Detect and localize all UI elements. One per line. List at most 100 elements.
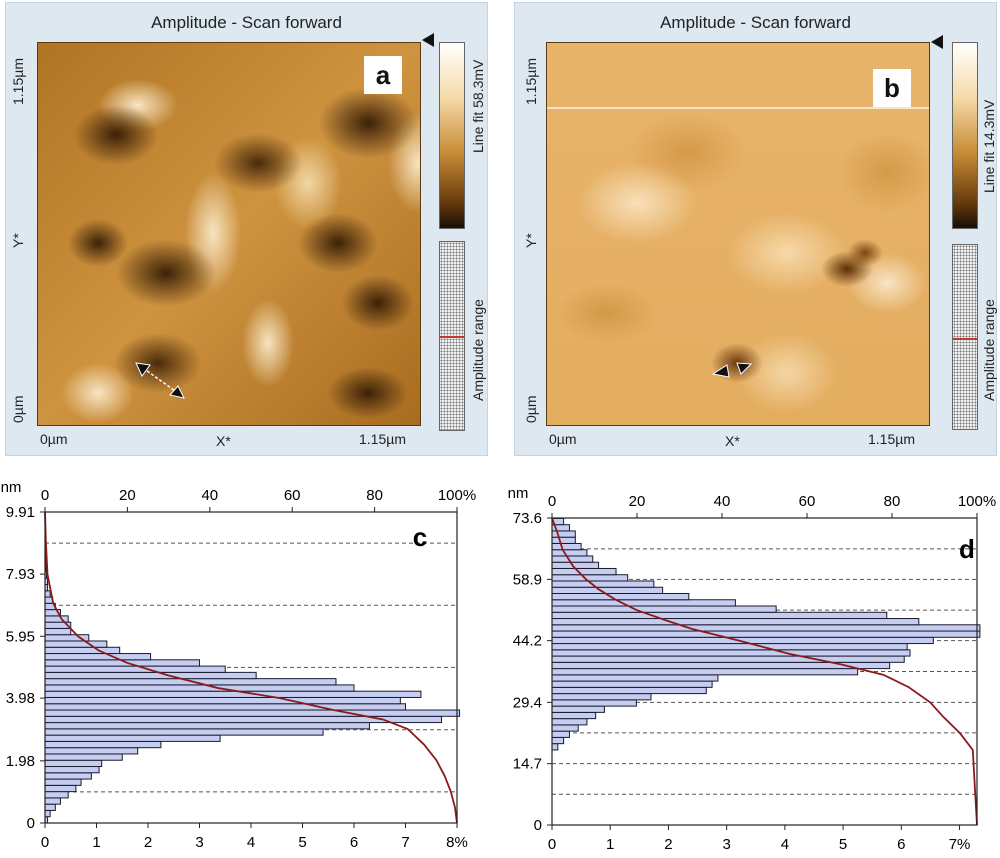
afm-panel-a: Amplitude - Scan forward a 1.15µm Y* 0µm… bbox=[5, 2, 488, 456]
histogram-bar bbox=[44, 703, 406, 711]
x-top-tick-label: 0 bbox=[41, 487, 49, 504]
x-bottom-tick-label: 2 bbox=[144, 834, 152, 851]
histogram-bar bbox=[551, 686, 707, 695]
y-tick-label: 3.98 bbox=[6, 690, 35, 707]
x-top-tick-label: 80 bbox=[366, 487, 383, 504]
y-tick-label: 5.95 bbox=[6, 628, 35, 645]
histogram-bar bbox=[44, 671, 257, 680]
histogram-bar bbox=[551, 743, 559, 751]
histogram-bar bbox=[44, 734, 221, 742]
x-top-tick-label: 60 bbox=[284, 487, 301, 504]
histogram-bar bbox=[44, 778, 82, 786]
histogram-bar bbox=[44, 740, 162, 749]
x-top-tick-label: 60 bbox=[799, 493, 816, 510]
histogram-bar bbox=[551, 618, 920, 626]
y-tick-label: 9.91 bbox=[6, 504, 35, 521]
histogram-bar bbox=[551, 674, 719, 682]
y-top-label: 1.15µm bbox=[10, 58, 26, 105]
y-unit-label: nm bbox=[508, 485, 529, 502]
panel-title: Amplitude - Scan forward bbox=[660, 13, 851, 32]
x-left-label: 0µm bbox=[549, 431, 577, 447]
histogram-bar bbox=[44, 722, 370, 730]
range-indicator bbox=[953, 338, 977, 340]
histogram-bar bbox=[44, 590, 51, 598]
panel-label: c bbox=[413, 522, 427, 552]
histogram-bar bbox=[551, 630, 981, 638]
histogram-bar bbox=[44, 684, 355, 692]
y-bottom-label: 0µm bbox=[523, 395, 539, 423]
x-bottom-tick-label: 1 bbox=[606, 836, 614, 853]
x-top-tick-label: 80 bbox=[884, 493, 901, 510]
x-bottom-tick-label: 4 bbox=[781, 836, 789, 853]
x-bottom-tick-label: 5 bbox=[298, 834, 306, 851]
colorbar bbox=[439, 42, 465, 229]
histogram-bar bbox=[551, 592, 690, 601]
histogram-bar bbox=[551, 705, 605, 713]
x-top-tick-label: 40 bbox=[714, 493, 731, 510]
histogram-bar bbox=[551, 724, 579, 732]
y-top-label: 1.15µm bbox=[523, 58, 539, 105]
histogram-bar bbox=[551, 580, 655, 588]
histogram-bar bbox=[551, 555, 594, 563]
colorbar bbox=[952, 42, 978, 229]
y-tick-label: 14.7 bbox=[513, 756, 542, 773]
amplitude-range-bar[interactable] bbox=[439, 241, 465, 431]
x-bottom-tick-label: 6 bbox=[350, 834, 358, 851]
histogram-bar bbox=[551, 649, 911, 657]
x-bottom-tick-label: 5 bbox=[839, 836, 847, 853]
amplitude-image-b[interactable] bbox=[546, 42, 930, 426]
x-left-label: 0µm bbox=[40, 431, 68, 447]
x-bottom-tick-label: 7% bbox=[949, 836, 971, 853]
x-bottom-tick-label: 3 bbox=[722, 836, 730, 853]
histogram-bar bbox=[551, 699, 637, 707]
cumulative-curve bbox=[551, 517, 978, 826]
amplitude-image-a[interactable] bbox=[37, 42, 421, 426]
x-top-tick-label: 100% bbox=[438, 487, 476, 504]
histogram-bar bbox=[551, 680, 713, 688]
x-bottom-tick-label: 7 bbox=[401, 834, 409, 851]
x-right-label: 1.15µm bbox=[868, 431, 915, 447]
y-tick-label: 7.93 bbox=[6, 566, 35, 583]
y-tick-label: 29.4 bbox=[513, 694, 542, 711]
histogram-bar bbox=[551, 730, 570, 738]
histogram-bar bbox=[551, 736, 565, 745]
histogram-bar bbox=[551, 549, 588, 557]
y-tick-label: 1.98 bbox=[6, 753, 35, 770]
plot-frame bbox=[551, 517, 978, 826]
histogram-bar bbox=[44, 797, 61, 805]
afm-panel-b: Amplitude - Scan forward b 1.15µm Y* 0µm… bbox=[514, 2, 997, 456]
height-histogram-d: 0 14.7 29.4 44.2 58.9 73.6 nm 0 1 2 3 4 5 6 7% 0 20 40 60 8… bbox=[508, 485, 997, 853]
x-bottom-tick-label: 0 bbox=[41, 834, 49, 851]
histogram-bar bbox=[44, 627, 72, 636]
histogram-bar bbox=[44, 803, 56, 811]
histogram-bar bbox=[44, 766, 100, 774]
histogram-bar bbox=[44, 759, 103, 768]
histogram-bar bbox=[551, 530, 576, 538]
y-axis-label: Y* bbox=[523, 233, 539, 248]
y-bottom-label: 0µm bbox=[10, 395, 26, 423]
histogram-bar bbox=[551, 693, 652, 701]
histogram-bar bbox=[44, 772, 92, 780]
histogram-bar bbox=[44, 696, 401, 705]
x-top-tick-label: 20 bbox=[119, 487, 136, 504]
y-axis-label: Y* bbox=[10, 233, 26, 248]
histogram-bar bbox=[44, 747, 139, 755]
histogram-bar bbox=[551, 574, 629, 582]
histogram-bar bbox=[551, 536, 576, 544]
panel-title: Amplitude - Scan forward bbox=[151, 13, 342, 32]
amplitude-range-bar[interactable] bbox=[952, 244, 978, 430]
scale-marker-icon bbox=[422, 33, 434, 47]
x-bottom-tick-label: 8% bbox=[446, 834, 468, 851]
range-label: Amplitude range bbox=[470, 299, 486, 401]
histogram-bar bbox=[44, 753, 123, 761]
histogram-bar bbox=[44, 791, 69, 799]
histogram-bar bbox=[551, 624, 981, 632]
y-tick-label: 58.9 bbox=[513, 571, 542, 588]
histogram-bar bbox=[44, 640, 108, 648]
colorbar-label: Line fit 58.3mV bbox=[470, 59, 486, 153]
range-indicator bbox=[440, 336, 464, 338]
panel-label-b: b bbox=[873, 69, 911, 107]
histogram-bar bbox=[551, 605, 777, 613]
x-axis-label: X* bbox=[216, 433, 231, 449]
histogram-bar bbox=[44, 665, 226, 673]
